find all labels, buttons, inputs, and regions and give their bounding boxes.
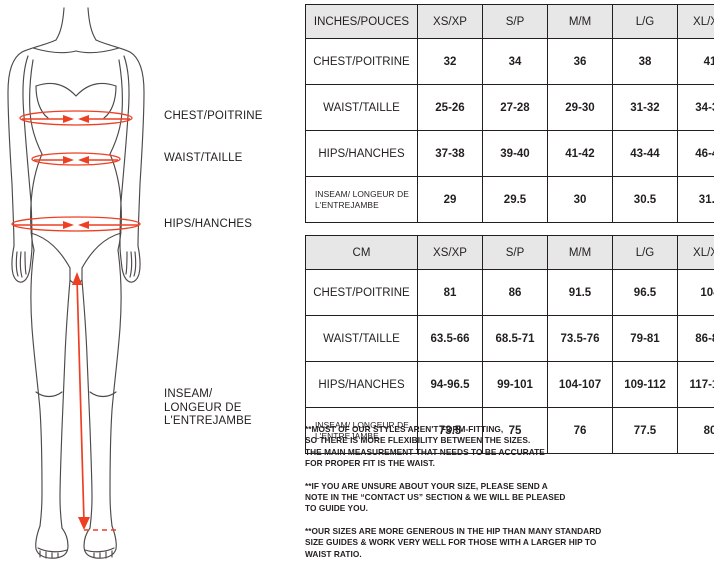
waist-measure-marker: [32, 153, 120, 165]
cell-cm-chest-m: 91.5: [548, 270, 613, 316]
cell-cm-waist-s: 68.5-71: [483, 316, 548, 362]
cell-inseam-xl: 31.5: [678, 177, 714, 223]
inches-table-body: CHEST/POITRINE 32 34 36 38 41 WAIST/TAIL…: [306, 39, 714, 223]
cell-cm-waist-xl: 86-89: [678, 316, 714, 362]
inches-unit-header: INCHES/POUCES: [306, 5, 418, 39]
chest-measure-marker: [20, 111, 132, 125]
cm-col-m: M/M: [548, 236, 613, 270]
cell-cm-waist-l: 79-81: [613, 316, 678, 362]
cell-cm-chest-xl: 104: [678, 270, 714, 316]
size-tables-panel: INCHES/POUCES XS/XP S/P M/M L/G XL/XG CH…: [305, 4, 714, 454]
cell-hips-l: 43-44: [613, 131, 678, 177]
cell-cm-hips-xl: 117-119: [678, 362, 714, 408]
cell-inseam-l: 30.5: [613, 177, 678, 223]
table-row: INSEAM/ LONGEUR DE L'ENTREJAMBE 29 29.5 …: [306, 177, 714, 223]
table-row: CHEST/POITRINE 32 34 36 38 41: [306, 39, 714, 85]
table-header-row: CM XS/XP S/P M/M L/G XL/XG: [306, 236, 714, 270]
cm-col-s: S/P: [483, 236, 548, 270]
inseam-measure-marker: [72, 272, 116, 530]
cell-waist-xl: 34-35: [678, 85, 714, 131]
inches-col-l: L/G: [613, 5, 678, 39]
cell-cm-hips-l: 109-112: [613, 362, 678, 408]
row-label-chest-cm: CHEST/POITRINE: [306, 270, 418, 316]
row-label-hips-cm: HIPS/HANCHES: [306, 362, 418, 408]
cell-hips-xs: 37-38: [418, 131, 483, 177]
row-label-waist-cm: WAIST/TAILLE: [306, 316, 418, 362]
table-row: HIPS/HANCHES 37-38 39-40 41-42 43-44 46-…: [306, 131, 714, 177]
note-contact-us: **IF YOU ARE UNSURE ABOUT YOUR SIZE, PLE…: [305, 481, 705, 515]
inches-size-table: INCHES/POUCES XS/XP S/P M/M L/G XL/XG CH…: [305, 4, 714, 223]
row-label-chest: CHEST/POITRINE: [306, 39, 418, 85]
female-body-figure-icon: [0, 0, 300, 570]
cell-chest-xs: 32: [418, 39, 483, 85]
cm-col-l: L/G: [613, 236, 678, 270]
note-hip-ratio: **OUR SIZES ARE MORE GENEROUS IN THE HIP…: [305, 526, 705, 560]
cell-chest-m: 36: [548, 39, 613, 85]
table-row: HIPS/HANCHES 94-96.5 99-101 104-107 109-…: [306, 362, 714, 408]
inches-col-xl: XL/XG: [678, 5, 714, 39]
cell-cm-hips-s: 99-101: [483, 362, 548, 408]
cell-cm-hips-xs: 94-96.5: [418, 362, 483, 408]
sizing-notes: **MOST OF OUR STYLES AREN'T FORM-FITTING…: [305, 424, 705, 571]
cell-chest-s: 34: [483, 39, 548, 85]
cell-inseam-m: 30: [548, 177, 613, 223]
label-inseam: INSEAM/ LONGEUR DE L'ENTREJAMBE: [164, 388, 252, 429]
cell-waist-xs: 25-26: [418, 85, 483, 131]
inches-col-m: M/M: [548, 5, 613, 39]
cell-cm-chest-xs: 81: [418, 270, 483, 316]
table-row: CHEST/POITRINE 81 86 91.5 96.5 104: [306, 270, 714, 316]
cm-table-header: CM XS/XP S/P M/M L/G XL/XG: [306, 236, 714, 270]
row-label-inseam: INSEAM/ LONGEUR DE L'ENTREJAMBE: [306, 177, 418, 223]
cell-chest-l: 38: [613, 39, 678, 85]
cell-hips-xl: 46-47: [678, 131, 714, 177]
cm-size-table: CM XS/XP S/P M/M L/G XL/XG CHEST/POITRIN…: [305, 235, 714, 454]
cell-hips-m: 41-42: [548, 131, 613, 177]
cm-col-xs: XS/XP: [418, 236, 483, 270]
table-spacer: [305, 223, 714, 235]
cell-cm-chest-l: 96.5: [613, 270, 678, 316]
note-form-fitting: **MOST OF OUR STYLES AREN'T FORM-FITTING…: [305, 424, 705, 470]
inches-col-s: S/P: [483, 5, 548, 39]
cell-chest-xl: 41: [678, 39, 714, 85]
cell-waist-m: 29-30: [548, 85, 613, 131]
row-label-waist: WAIST/TAILLE: [306, 85, 418, 131]
row-label-hips: HIPS/HANCHES: [306, 131, 418, 177]
inches-table-header: INCHES/POUCES XS/XP S/P M/M L/G XL/XG: [306, 5, 714, 39]
label-waist: WAIST/TAILLE: [164, 152, 242, 166]
body-diagram-panel: CHEST/POITRINE WAIST/TAILLE HIPS/HANCHES…: [0, 0, 300, 570]
table-header-row: INCHES/POUCES XS/XP S/P M/M L/G XL/XG: [306, 5, 714, 39]
table-row: WAIST/TAILLE 25-26 27-28 29-30 31-32 34-…: [306, 85, 714, 131]
cell-hips-s: 39-40: [483, 131, 548, 177]
cell-inseam-s: 29.5: [483, 177, 548, 223]
cell-inseam-xs: 29: [418, 177, 483, 223]
cell-cm-hips-m: 104-107: [548, 362, 613, 408]
cell-cm-waist-m: 73.5-76: [548, 316, 613, 362]
cm-unit-header: CM: [306, 236, 418, 270]
inches-col-xs: XS/XP: [418, 5, 483, 39]
cm-col-xl: XL/XG: [678, 236, 714, 270]
cell-cm-waist-xs: 63.5-66: [418, 316, 483, 362]
label-chest: CHEST/POITRINE: [164, 110, 263, 124]
cell-waist-l: 31-32: [613, 85, 678, 131]
cell-waist-s: 27-28: [483, 85, 548, 131]
cell-cm-chest-s: 86: [483, 270, 548, 316]
label-hips: HIPS/HANCHES: [164, 218, 252, 232]
table-row: WAIST/TAILLE 63.5-66 68.5-71 73.5-76 79-…: [306, 316, 714, 362]
